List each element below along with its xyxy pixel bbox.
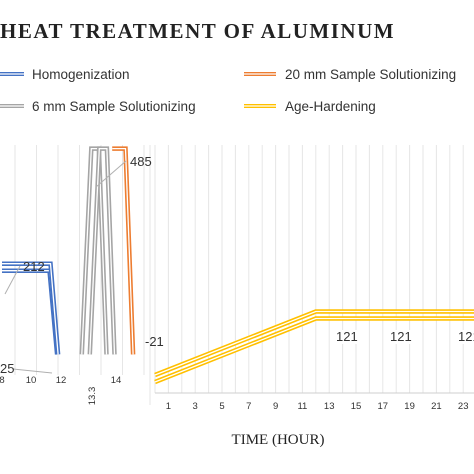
x-tick-label: 19 (404, 401, 415, 412)
x-tick-label: 13 (324, 401, 335, 412)
x-tick-label: 14 (111, 375, 122, 386)
legend-label-6mm: 6 mm Sample Solutionizing (32, 99, 196, 114)
solutionizing-6mm-a-line-core (81, 147, 108, 355)
age-hardening-a-line-core (154, 310, 474, 376)
x-tick-label: 1 (166, 401, 171, 412)
legend-item-homogenization: Homogenization (0, 67, 130, 82)
x-tick-label: 21 (431, 401, 442, 412)
legend-item-age-hardening: Age-Hardening (244, 99, 376, 114)
data-label: 121 (390, 329, 412, 344)
legend-item-20mm: 20 mm Sample Solutionizing (244, 67, 456, 82)
data-label: 212 (23, 259, 45, 274)
x-axis-title: TIME (HOUR) (232, 432, 325, 448)
x-tick-label: 7 (246, 401, 251, 412)
data-label: 485 (130, 154, 152, 169)
x-tick-label: 9 (273, 401, 278, 412)
homogenization-b-line (2, 261, 61, 355)
solutionizing-6mm-b-line-core (89, 147, 116, 355)
x-tick-label: 15 (351, 401, 362, 412)
x-tick-label: 3 (193, 401, 198, 412)
legend: Homogenization 20 mm Sample Solutionizin… (0, 67, 456, 114)
age-hardening-b-line-core (154, 317, 474, 383)
data-label: 121 (458, 329, 474, 344)
data-label-leader (12, 368, 53, 374)
x-tick-label: 8 (0, 375, 5, 386)
gridlines (14, 145, 464, 405)
x-tick-label: 17 (378, 401, 389, 412)
series-lines (2, 146, 474, 385)
legend-label-20mm: 20 mm Sample Solutionizing (285, 67, 456, 82)
legend-item-6mm: 6 mm Sample Solutionizing (0, 99, 196, 114)
chart-title: HEAT TREATMENT OF ALUMINUM (0, 19, 395, 43)
x-tick-label: 11 (297, 401, 307, 412)
data-label: 25 (0, 361, 14, 376)
data-label: -21 (145, 334, 164, 349)
data-label-bg (334, 330, 364, 344)
data-label-bg (456, 330, 474, 344)
x-tick-label: 23 (458, 401, 469, 412)
x-tick-label: 5 (219, 401, 224, 412)
legend-label-homogenization: Homogenization (32, 67, 130, 82)
x-tick-label: 12 (56, 375, 67, 386)
data-label-leader (4, 265, 21, 295)
data-label-leader (95, 160, 127, 188)
data-label: 121 (336, 329, 358, 344)
legend-label-age-hardening: Age-Hardening (285, 99, 376, 114)
data-label-bg (388, 330, 418, 344)
x-tick-label: 13.3 (87, 387, 98, 406)
solutionizing-20mm-line-core (112, 147, 134, 355)
x-tick-label: 10 (26, 375, 37, 386)
age-hardening-b-line (154, 316, 474, 385)
data-labels: 212 25 485 -21 121 121 121 (0, 154, 474, 376)
homogenization-b-line-core (2, 263, 59, 355)
